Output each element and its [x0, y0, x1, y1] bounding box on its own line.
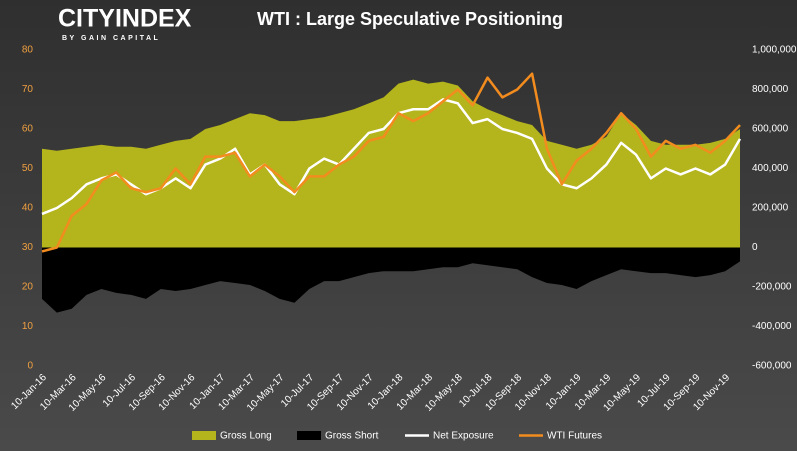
legend-label: Gross Short	[325, 431, 379, 442]
y-tick-label: 50	[22, 163, 34, 174]
legend-label: WTI Futures	[547, 431, 602, 442]
y2-tick-label: 0	[752, 242, 758, 253]
y2-tick-label: 1,000,000	[752, 45, 797, 56]
y-tick-label: 80	[22, 45, 34, 56]
y2-tick-label: 400,000	[752, 163, 789, 174]
legend-label: Gross Long	[220, 431, 272, 442]
y-tick-label: 30	[22, 242, 34, 253]
brand-name: CITYINDEX	[58, 5, 192, 33]
area	[42, 247, 740, 313]
y2-tick-label: 800,000	[752, 84, 789, 95]
legend-swatch	[297, 431, 321, 440]
y-tick-label: 60	[22, 124, 34, 135]
chart-title: WTI : Large Speculative Positioning	[257, 9, 563, 29]
line	[41, 72, 741, 253]
y-tick-label: 20	[22, 282, 34, 293]
brand-tagline: BY GAIN CAPITAL	[62, 35, 160, 42]
legend-label: Net Exposure	[433, 431, 494, 442]
y2-tick-label: -200,000	[752, 282, 792, 293]
legend-swatch	[192, 431, 216, 440]
y2-tick-label: -400,000	[752, 321, 792, 332]
y2-tick-label: 600,000	[752, 124, 789, 135]
y2-tick-label: 200,000	[752, 203, 789, 214]
area	[42, 79, 740, 248]
y-tick-label: 10	[22, 321, 34, 332]
y-tick-label: 40	[22, 203, 34, 214]
y-tick-label: 70	[22, 84, 34, 95]
y2-tick-label: -600,000	[752, 361, 792, 372]
y-tick-label: 0	[27, 361, 33, 372]
